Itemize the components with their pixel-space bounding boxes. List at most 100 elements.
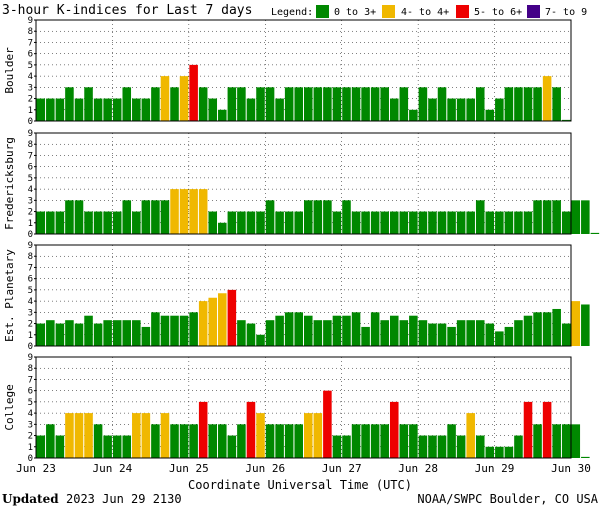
kindex-bar <box>447 211 456 234</box>
kindex-bar <box>160 413 170 458</box>
kindex-bar <box>304 315 313 346</box>
kindex-bar <box>561 119 571 121</box>
kindex-bar <box>370 312 380 346</box>
y-tick-label: 5 <box>28 286 33 296</box>
kindex-bar <box>418 211 428 234</box>
kindex-bar <box>542 401 552 458</box>
y-tick-label: 1 <box>28 219 33 229</box>
kindex-bar <box>437 323 447 346</box>
kindex-bar <box>246 211 256 234</box>
kindex-bar <box>370 424 380 458</box>
kindex-bar <box>466 98 475 121</box>
kindex-bar <box>361 326 370 346</box>
kindex-bar <box>475 200 485 234</box>
kindex-bar <box>93 98 103 121</box>
kindex-bar <box>74 98 84 121</box>
kindex-bar <box>265 200 275 234</box>
kindex-bar <box>218 293 227 346</box>
kindex-bar <box>581 200 590 234</box>
kindex-bar <box>304 200 313 234</box>
legend-entry-yellow: 4- to 4+ <box>401 7 449 18</box>
kindex-bar <box>132 320 141 346</box>
kindex-bar <box>141 98 151 121</box>
kindex-bar <box>218 222 227 234</box>
kindex-bar <box>389 98 399 121</box>
y-tick-label: 1 <box>28 443 33 453</box>
y-tick-label: 4 <box>28 297 33 307</box>
kindex-bar <box>65 87 74 121</box>
kindex-bar <box>294 211 303 234</box>
x-axis-label: Coordinate Universal Time (UTC) <box>188 478 412 492</box>
kindex-bar <box>208 98 218 121</box>
y-tick-label: 4 <box>28 409 33 419</box>
kindex-bar <box>533 312 542 346</box>
kindex-bar <box>533 200 542 234</box>
x-tick-label: Jun 30 <box>551 462 591 475</box>
kindex-bar <box>380 87 389 121</box>
kindex-bar <box>237 87 246 121</box>
y-tick-label: 0 <box>28 454 33 464</box>
y-tick-label: 8 <box>28 364 33 374</box>
y-tick-label: 1 <box>28 331 33 341</box>
kindex-bar <box>428 211 437 234</box>
kindex-bar <box>313 413 323 458</box>
kindex-bar <box>504 446 514 458</box>
kindex-bar <box>112 320 122 346</box>
kindex-bar <box>351 211 361 234</box>
panel-label: Boulder <box>3 47 16 94</box>
kindex-bar <box>342 87 351 121</box>
legend-swatch-red <box>456 5 469 18</box>
kindex-bar <box>495 98 504 121</box>
x-tick-label: Jun 28 <box>398 462 438 475</box>
kindex-bar <box>399 424 409 458</box>
kindex-bar <box>55 435 65 458</box>
y-tick-label: 3 <box>28 308 33 318</box>
kindex-bar <box>227 87 237 121</box>
kindex-bar <box>542 200 552 234</box>
kindex-bar <box>571 200 581 234</box>
legend-entry-purple: 7- to 9 <box>545 7 587 18</box>
y-tick-label: 2 <box>28 95 33 105</box>
kindex-bar <box>495 211 504 234</box>
kindex-bar <box>151 424 160 458</box>
kindex-bar <box>456 211 466 234</box>
kindex-bar <box>275 424 284 458</box>
kindex-bar <box>151 312 160 346</box>
kindex-bar <box>342 435 351 458</box>
kindex-bar <box>475 435 485 458</box>
legend-swatch-yellow <box>382 5 395 18</box>
kindex-bar <box>122 320 132 346</box>
kindex-bar <box>103 435 112 458</box>
y-tick-label: 4 <box>28 185 33 195</box>
kindex-bar <box>246 98 256 121</box>
kindex-bar <box>160 315 170 346</box>
kindex-bar <box>246 401 256 458</box>
kindex-bar <box>409 211 418 234</box>
kindex-bar <box>323 200 332 234</box>
kindex-bar <box>571 424 581 458</box>
kindex-bar <box>523 401 533 458</box>
legend-swatch-purple <box>527 5 540 18</box>
kindex-bar <box>552 424 561 458</box>
kindex-bar <box>36 98 46 121</box>
legend-label: Legend: <box>271 7 313 18</box>
kindex-bar <box>533 424 542 458</box>
kindex-bar <box>170 424 179 458</box>
kindex-bar <box>132 413 141 458</box>
kindex-bar <box>447 326 456 346</box>
kindex-bar <box>170 315 179 346</box>
y-tick-label: 0 <box>28 230 33 240</box>
kindex-bar <box>65 413 74 458</box>
kindex-bar <box>294 87 303 121</box>
kindex-bar <box>495 446 504 458</box>
kindex-bar <box>284 424 294 458</box>
panel-label: Fredericksburg <box>3 137 16 230</box>
kindex-bar <box>552 87 561 121</box>
kindex-bar <box>332 87 342 121</box>
kindex-bar <box>112 211 122 234</box>
kindex-bar <box>36 323 46 346</box>
kindex-bar <box>275 211 284 234</box>
y-tick-label: 6 <box>28 163 33 173</box>
kindex-bar <box>389 211 399 234</box>
kindex-bar <box>93 323 103 346</box>
